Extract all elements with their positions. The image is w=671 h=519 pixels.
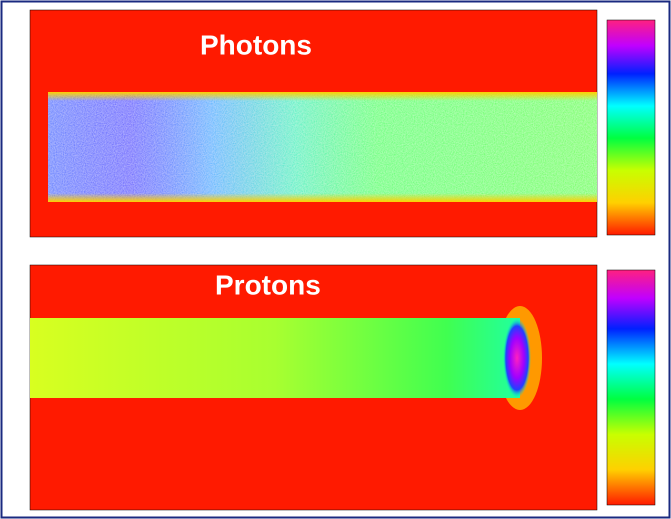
bragg-peak — [503, 318, 531, 398]
photons-panel: Photons — [29, 9, 656, 238]
colorbar — [606, 269, 656, 506]
panel-label: Photons — [200, 29, 312, 60]
protons-panel: Protons — [29, 264, 656, 511]
beam-band — [30, 318, 520, 398]
beam-edge — [48, 92, 597, 202]
colorbar — [606, 19, 656, 236]
panel-label: Protons — [215, 269, 321, 300]
